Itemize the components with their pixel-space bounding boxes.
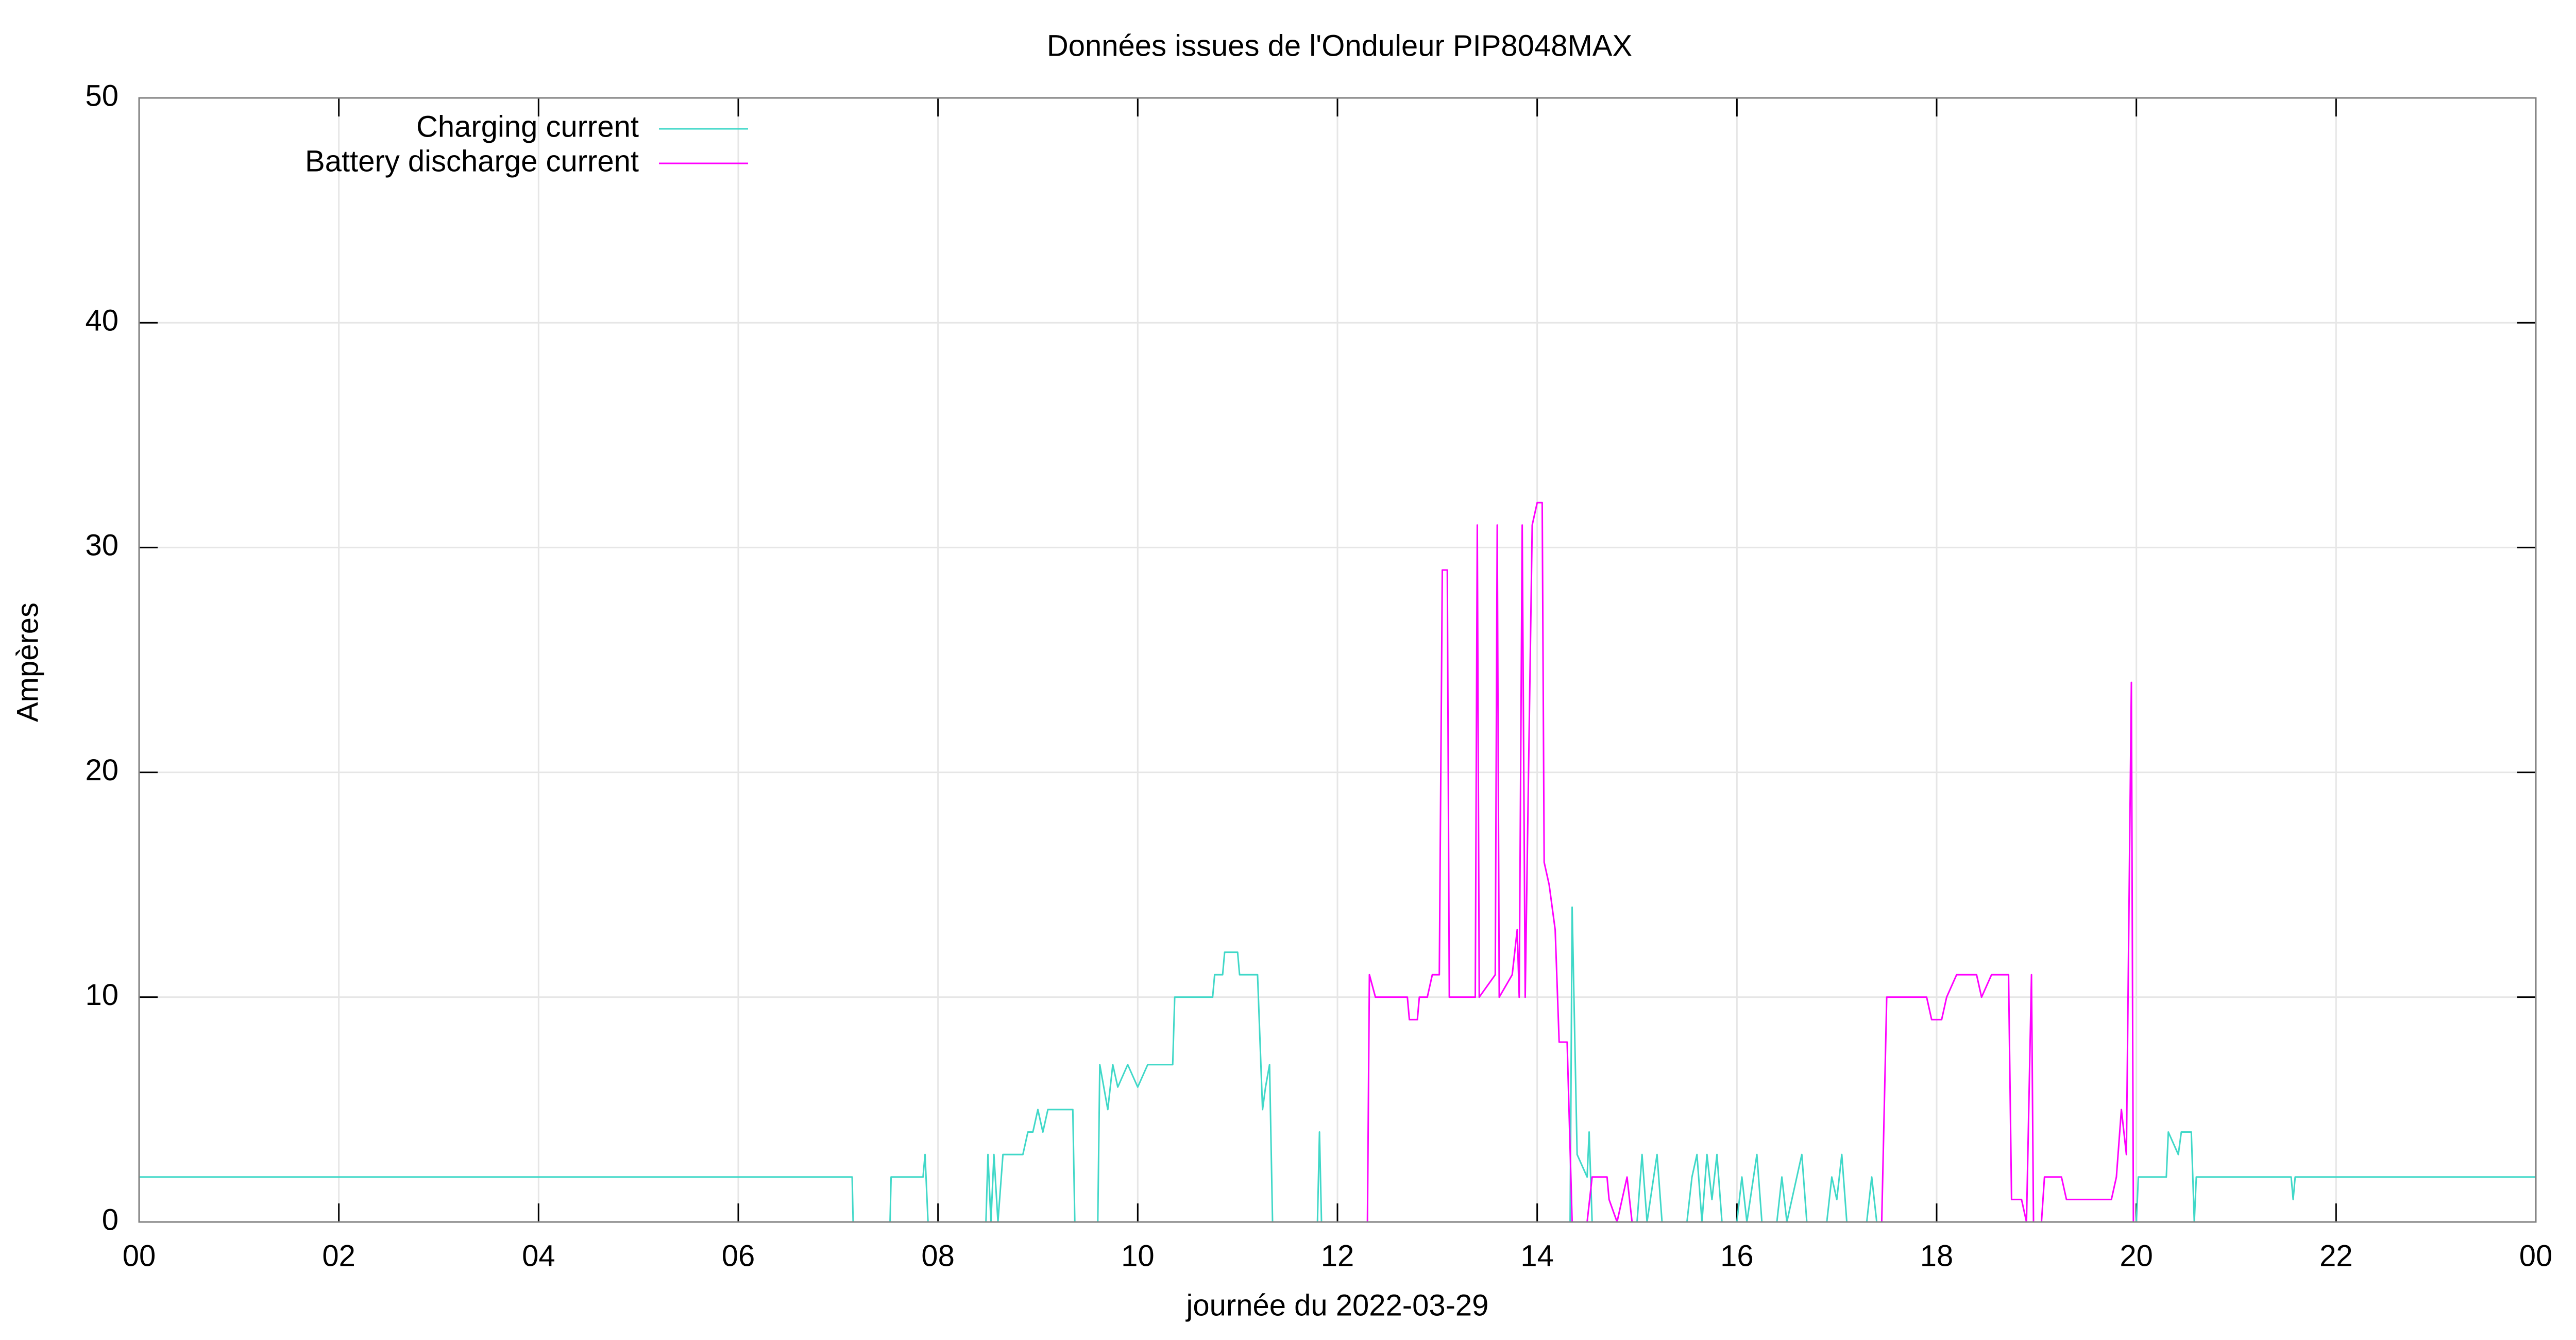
x-tick-label: 22 — [2319, 1239, 2353, 1272]
x-tick-label: 02 — [322, 1239, 355, 1272]
x-tick-label: 16 — [1720, 1239, 1754, 1272]
y-tick-label: 0 — [102, 1203, 118, 1236]
y-tick-label: 50 — [85, 79, 118, 112]
x-tick-label: 12 — [1321, 1239, 1354, 1272]
x-tick-label: 04 — [522, 1239, 555, 1272]
x-tick-label: 10 — [1121, 1239, 1155, 1272]
y-tick-label: 40 — [85, 304, 118, 338]
x-tick-label: 06 — [722, 1239, 755, 1272]
grid — [138, 97, 2537, 1223]
y-tick-label: 30 — [85, 529, 118, 562]
legend-label: Charging current — [416, 110, 639, 143]
x-tick-label: 00 — [123, 1239, 156, 1272]
plot-border — [138, 97, 2537, 1223]
x-tick-label: 18 — [1920, 1239, 1954, 1272]
y-axis-label: Ampères — [11, 602, 44, 722]
x-tick-label: 20 — [2120, 1239, 2153, 1272]
legend-label: Battery discharge current — [305, 144, 639, 178]
x-axis-label: journée du 2022-03-29 — [1185, 1288, 1489, 1322]
y-tick-label: 20 — [85, 753, 118, 787]
x-tick-label: 00 — [2519, 1239, 2553, 1272]
x-tick-label: 14 — [1520, 1239, 1554, 1272]
y-tick-label: 10 — [85, 978, 118, 1012]
x-tick-label: 08 — [921, 1239, 955, 1272]
chart-title: Données issues de l'Onduleur PIP8048MAX — [1047, 29, 1632, 62]
